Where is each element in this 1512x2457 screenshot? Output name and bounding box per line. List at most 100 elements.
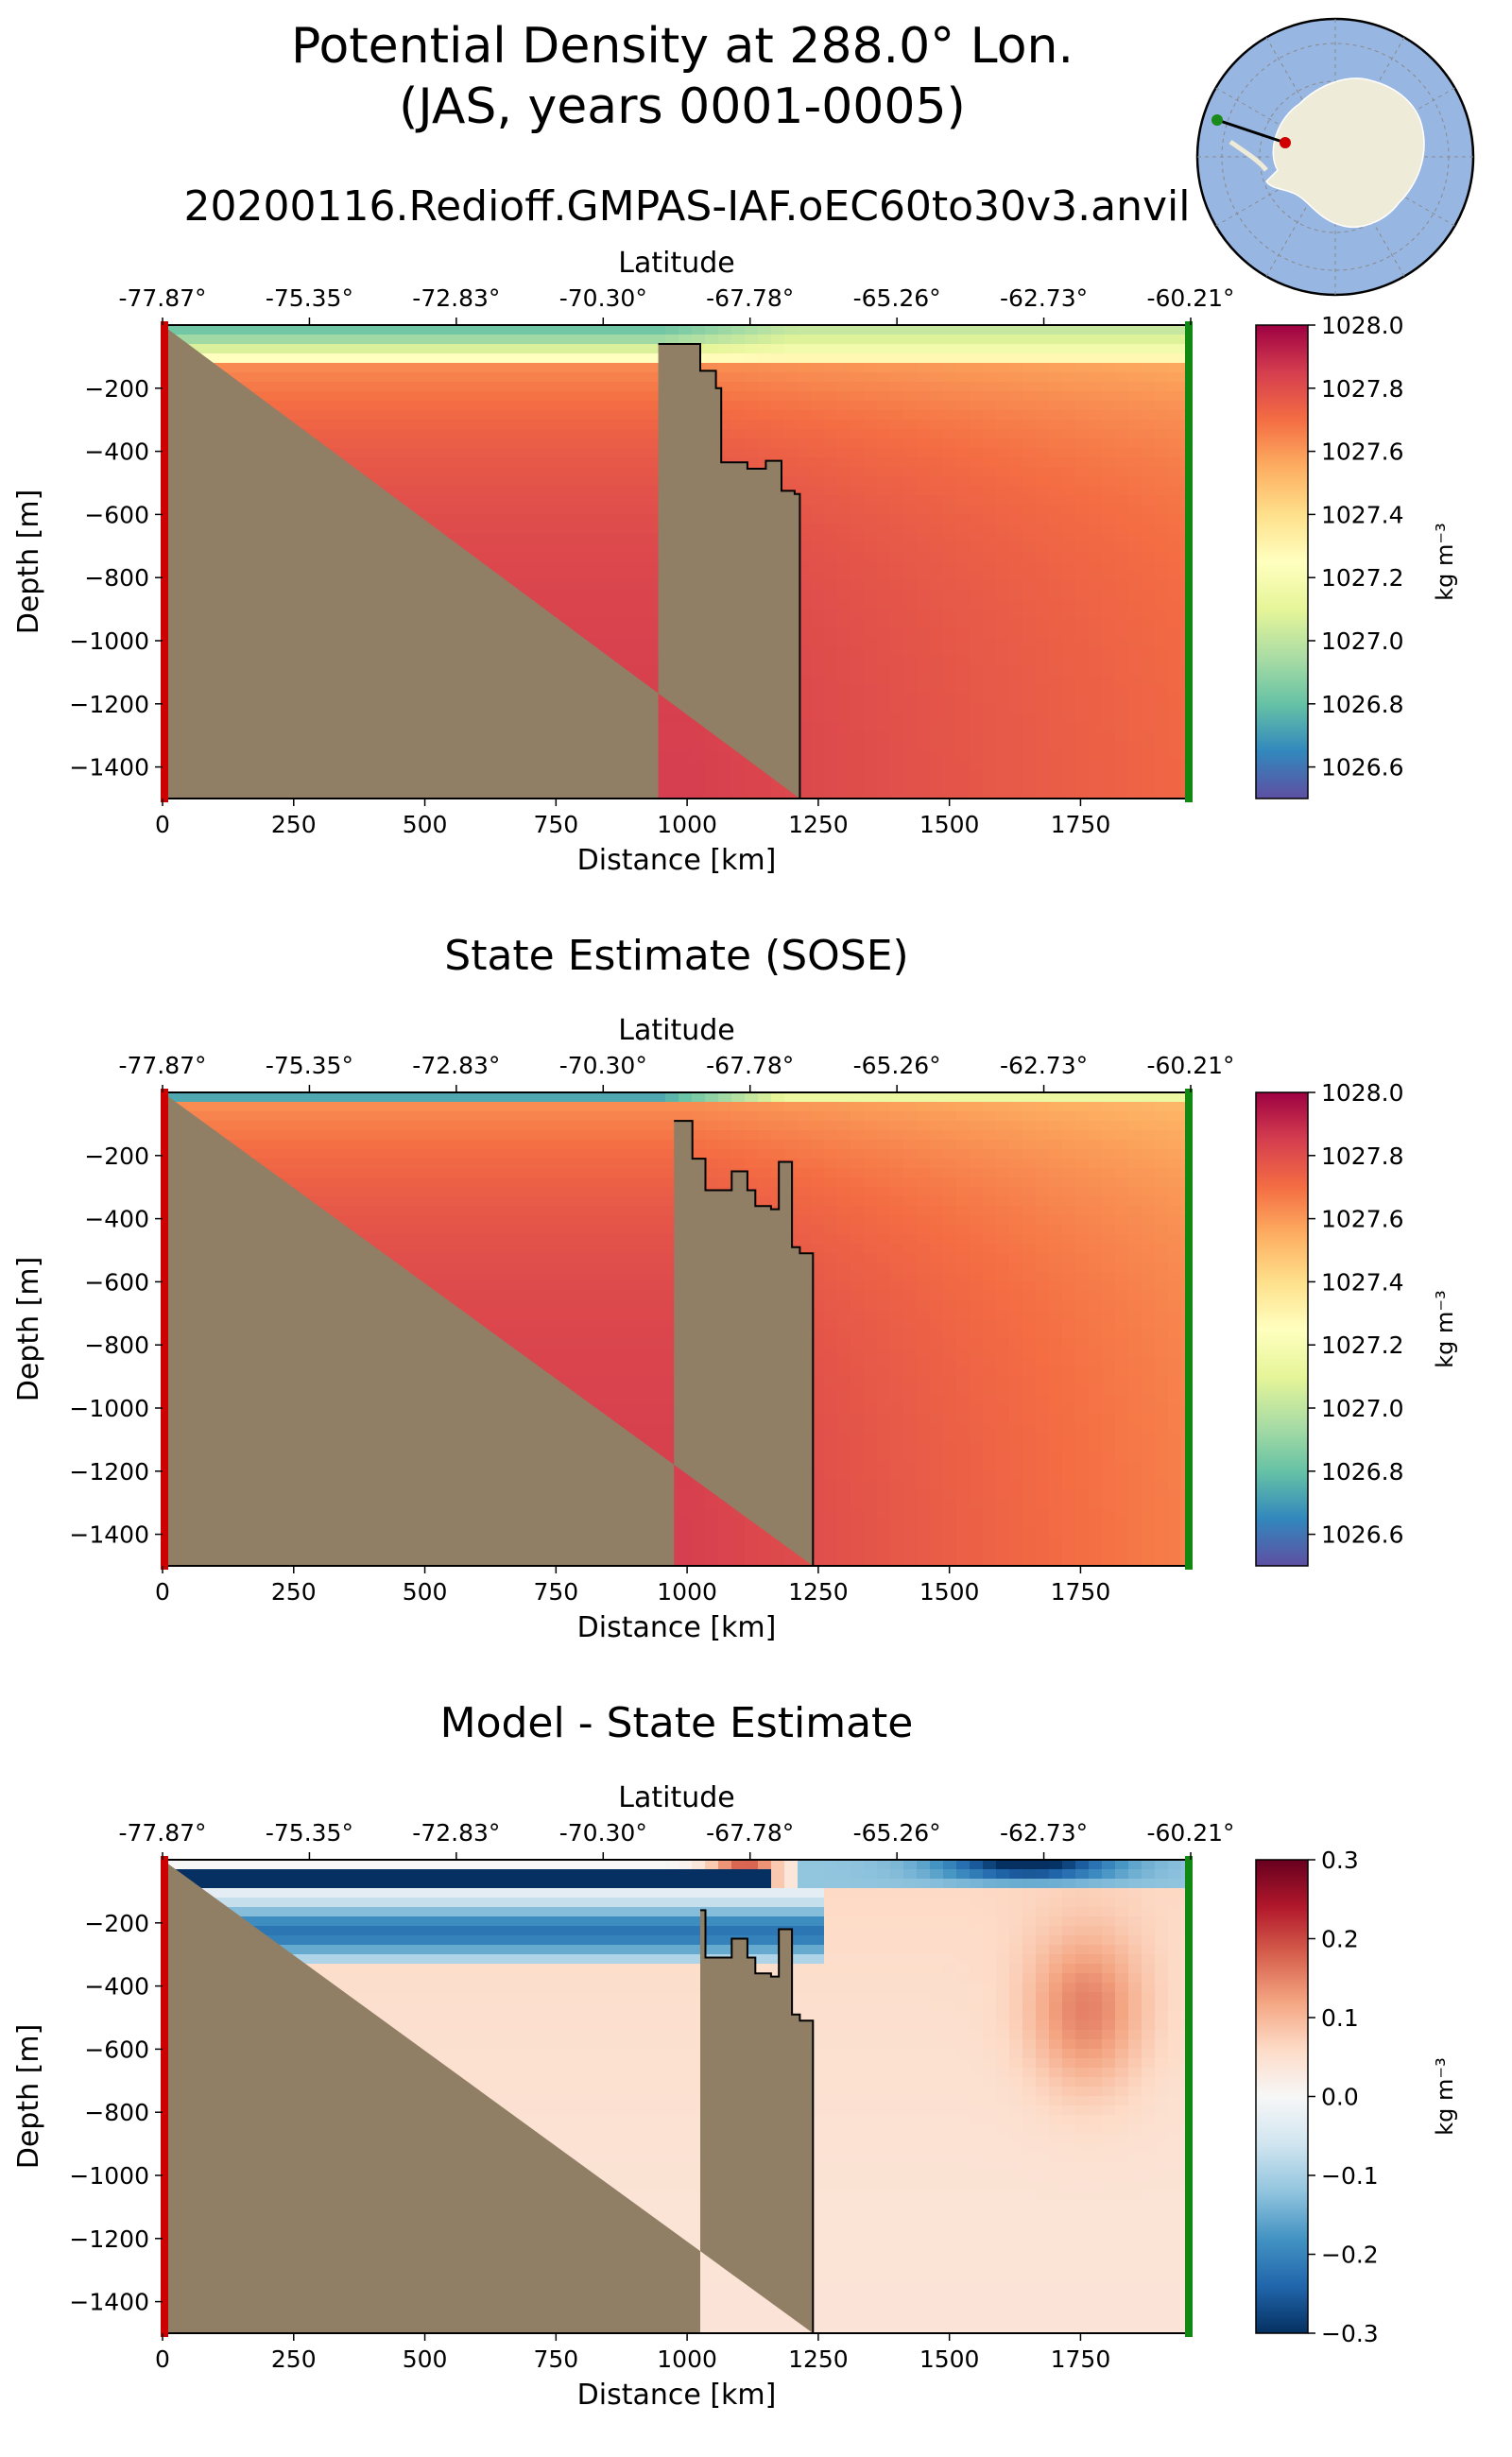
field-cell [401, 325, 415, 335]
field-cell [824, 363, 838, 373]
field-cell [996, 769, 1010, 780]
field-cell [295, 1121, 309, 1131]
field-cell [480, 552, 494, 562]
field-cell [454, 476, 468, 487]
field-cell [1062, 561, 1076, 572]
field-cell [1115, 722, 1129, 732]
field-cell [956, 401, 971, 411]
field-cell [824, 410, 838, 421]
field-cell [890, 429, 904, 439]
field-cell [1062, 656, 1076, 666]
field-cell [1128, 684, 1143, 695]
field-cell [850, 524, 865, 534]
field-cell [1102, 675, 1116, 685]
field-cell [679, 760, 693, 770]
field-cell [1155, 618, 1169, 628]
field-cell [189, 1111, 203, 1122]
field-cell [996, 391, 1010, 402]
field-cell [242, 335, 256, 345]
field-cell [798, 542, 812, 553]
field-cell [890, 495, 904, 506]
field-cell [1062, 514, 1076, 524]
field-cell [850, 552, 865, 562]
field-cell [850, 448, 865, 458]
field-cell [573, 514, 587, 524]
field-cell [202, 325, 216, 335]
field-cell [1089, 656, 1103, 666]
field-cell [758, 429, 772, 439]
field-cell [824, 571, 838, 581]
field-cell [1022, 372, 1037, 383]
field-cell [850, 675, 865, 685]
field-cell [268, 401, 283, 411]
field-cell [176, 325, 190, 335]
field-cell [639, 457, 653, 468]
field-cell [731, 448, 746, 458]
field-cell [282, 1121, 296, 1131]
field-cell [983, 637, 997, 647]
field-cell [440, 344, 455, 354]
field-cell [1155, 325, 1169, 335]
field-cell [850, 694, 865, 704]
field-cell [996, 788, 1010, 799]
field-cell [1075, 486, 1090, 496]
field-cell [533, 524, 547, 534]
field-cell [626, 665, 640, 676]
field-cell [996, 552, 1010, 562]
field-cell [824, 703, 838, 713]
field-cell [1075, 505, 1090, 515]
field-cell [295, 335, 309, 345]
field-cell [943, 646, 957, 657]
field-cell [414, 335, 428, 345]
field-cell [983, 741, 997, 751]
field-cell [983, 542, 997, 553]
field-cell [1168, 335, 1182, 345]
field-cell [1168, 769, 1182, 780]
field-cell [599, 448, 613, 458]
field-cell [1009, 637, 1023, 647]
field-cell [890, 457, 904, 468]
field-cell [903, 618, 918, 628]
field-cell [1089, 552, 1103, 562]
field-cell [970, 363, 984, 373]
field-cell [903, 571, 918, 581]
field-cell [1128, 580, 1143, 591]
field-cell [348, 1140, 362, 1150]
field-cell [533, 372, 547, 383]
field-cell [864, 410, 878, 421]
field-cell [824, 731, 838, 742]
field-cell [1168, 542, 1182, 553]
field-cell [335, 1111, 349, 1122]
field-cell [1142, 514, 1156, 524]
field-cell [374, 467, 388, 477]
field-cell [520, 542, 534, 553]
field-cell [1062, 713, 1076, 723]
field-cell [520, 580, 534, 591]
field-cell [1036, 590, 1050, 600]
field-cell [983, 731, 997, 742]
field-cell [295, 382, 309, 392]
field-cell [903, 524, 918, 534]
field-cell [612, 533, 627, 543]
field-cell [639, 335, 653, 345]
field-cell [943, 325, 957, 335]
field-cell [202, 1092, 216, 1103]
field-cell [1089, 590, 1103, 600]
field-cell [599, 580, 613, 591]
field-cell [1115, 694, 1129, 704]
field-cell [1075, 656, 1090, 666]
field-cell [533, 448, 547, 458]
figure-title-line2: (JAS, years 0001-0005) [399, 78, 966, 135]
field-cell [1009, 476, 1023, 487]
field-cell [1022, 561, 1037, 572]
field-cell [930, 533, 944, 543]
field-cell [454, 457, 468, 468]
field-cell [335, 353, 349, 364]
field-cell [996, 495, 1010, 506]
colorbar-tick-label: 1026.8 [1321, 691, 1403, 718]
colorbar-tick-label: 1027.0 [1321, 627, 1403, 655]
field-cell [1062, 476, 1076, 487]
field-cell [493, 438, 507, 449]
field-cell [493, 429, 507, 439]
field-cell [401, 382, 415, 392]
